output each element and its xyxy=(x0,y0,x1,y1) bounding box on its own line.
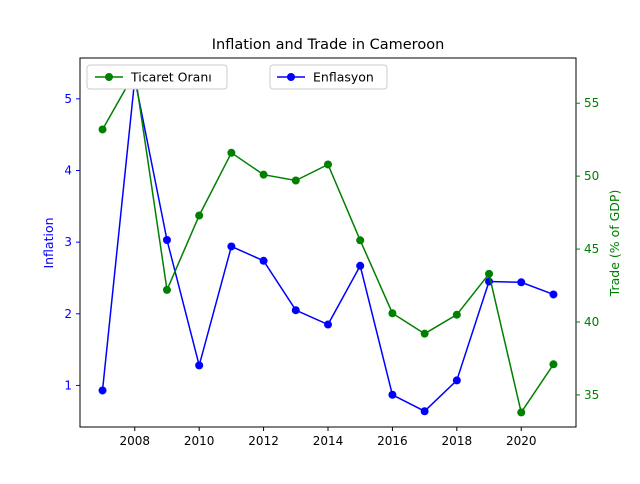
y-right-tick-label: 40 xyxy=(584,315,599,329)
y-left-tick-label: 2 xyxy=(64,307,72,321)
data-point-trade xyxy=(388,309,397,318)
x-tick-label: 2012 xyxy=(248,434,279,448)
data-point-trade xyxy=(162,285,171,294)
y-left-tick-label: 5 xyxy=(64,92,72,106)
x-axis: 2008 2010 2012 2014 2016 2018 2020 xyxy=(119,427,537,448)
x-tick-label: 2020 xyxy=(506,434,537,448)
y-left-tick-label: 3 xyxy=(64,235,72,249)
y-axis-left: 1 2 3 4 5 xyxy=(64,92,80,392)
data-point-trade xyxy=(549,360,558,369)
data-point-trade xyxy=(291,176,300,185)
y-right-tick-label: 45 xyxy=(584,242,599,256)
y-right-tick-label: 55 xyxy=(584,96,599,110)
data-point-trade xyxy=(98,125,107,134)
data-point-inflation xyxy=(227,242,236,251)
data-point-inflation xyxy=(420,407,429,416)
data-point-inflation xyxy=(356,261,365,270)
legend-inflation-marker xyxy=(287,73,295,81)
data-point-trade xyxy=(195,211,204,220)
legend-inflation-label: Enflasyon xyxy=(313,70,374,85)
chart-title: Inflation and Trade in Cameroon xyxy=(212,37,445,53)
legend-trade-box xyxy=(86,64,228,90)
data-point-trade xyxy=(517,408,526,417)
y-left-tick-label: 4 xyxy=(64,163,72,177)
data-point-inflation xyxy=(452,376,461,385)
data-point-trade xyxy=(324,160,332,169)
x-tick-label: 2014 xyxy=(313,434,344,448)
data-point-inflation xyxy=(291,306,300,315)
data-point-inflation xyxy=(388,390,397,399)
y-axis-left-label: Inflation xyxy=(41,217,56,268)
data-point-inflation xyxy=(195,361,204,370)
data-point-inflation xyxy=(324,320,332,329)
legend-trade: Ticaret Oranı xyxy=(86,64,228,90)
data-point-inflation xyxy=(517,278,526,287)
legend-inflation: Enflasyon xyxy=(269,64,388,90)
y-right-tick-label: 35 xyxy=(584,388,599,402)
y-left-tick-label: 1 xyxy=(64,378,72,392)
legend-inflation-box xyxy=(269,64,388,90)
data-point-trade xyxy=(356,236,365,245)
x-tick-label: 2016 xyxy=(377,434,408,448)
data-point-trade xyxy=(420,329,429,338)
legend-trade-marker xyxy=(105,73,113,81)
y-axis-right-label: Trade (% of GDP) xyxy=(607,190,622,298)
x-tick-label: 2010 xyxy=(184,434,215,448)
data-point-trade xyxy=(485,269,494,278)
data-point-inflation xyxy=(259,256,268,265)
x-tick-label: 2008 xyxy=(119,434,150,448)
data-point-inflation xyxy=(98,386,107,395)
data-point-inflation xyxy=(549,290,558,299)
x-tick-label: 2018 xyxy=(442,434,473,448)
series-layer xyxy=(98,68,558,417)
y-axis-right: 35 40 45 50 55 xyxy=(576,96,599,402)
data-point-trade xyxy=(227,148,236,157)
data-point-inflation xyxy=(162,235,171,244)
data-point-trade xyxy=(452,310,461,319)
legend-trade-label: Ticaret Oranı xyxy=(130,70,212,85)
data-point-trade xyxy=(259,170,268,179)
y-right-tick-label: 50 xyxy=(584,169,599,183)
